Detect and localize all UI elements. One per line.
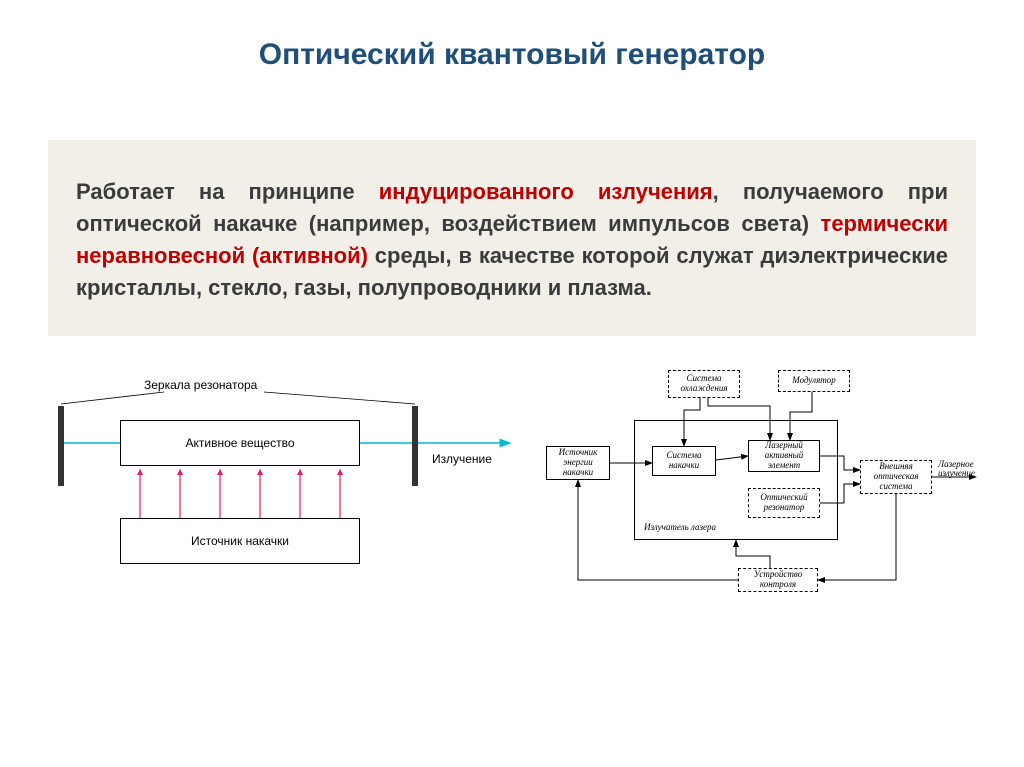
block-energy: Источник энергии накачки <box>546 446 610 480</box>
description-box: Работает на принципе индуцированного изл… <box>48 140 976 336</box>
laser-output-label: Лазерное излучение <box>938 460 980 480</box>
right-block-diagram: Излучатель лазера Система охлаждения Моду… <box>540 360 980 620</box>
output-label: Излучение <box>432 452 492 466</box>
block-optics: Внешняя оптическая система <box>860 460 932 494</box>
block-control: Устройство контроля <box>738 568 818 592</box>
active-medium-label: Активное вещество <box>185 436 294 450</box>
block-cooling: Система охлаждения <box>668 370 740 398</box>
emitter-frame-label: Излучатель лазера <box>644 522 716 532</box>
diagrams-row: Активное вещество Источник накачки Зерка… <box>0 360 1024 620</box>
active-medium-box: Активное вещество <box>120 420 360 466</box>
left-mirror <box>58 406 64 486</box>
block-resonator: Оптический резонатор <box>748 488 820 518</box>
block-active: Лазерный активный элемент <box>748 440 820 472</box>
pump-source-label: Источник накачки <box>191 534 289 548</box>
block-modulator: Модулятор <box>778 370 850 392</box>
left-diagram-svg <box>40 360 530 620</box>
block-pump: Система накачки <box>652 446 716 476</box>
mirrors-label: Зеркала резонатора <box>144 378 257 392</box>
left-laser-schematic: Активное вещество Источник накачки Зерка… <box>40 360 530 620</box>
right-mirror <box>412 406 418 486</box>
pump-source-box: Источник накачки <box>120 518 360 564</box>
description-text: Работает на принципе индуцированного изл… <box>76 176 948 304</box>
page-title: Оптический квантовый генератор <box>0 0 1024 92</box>
